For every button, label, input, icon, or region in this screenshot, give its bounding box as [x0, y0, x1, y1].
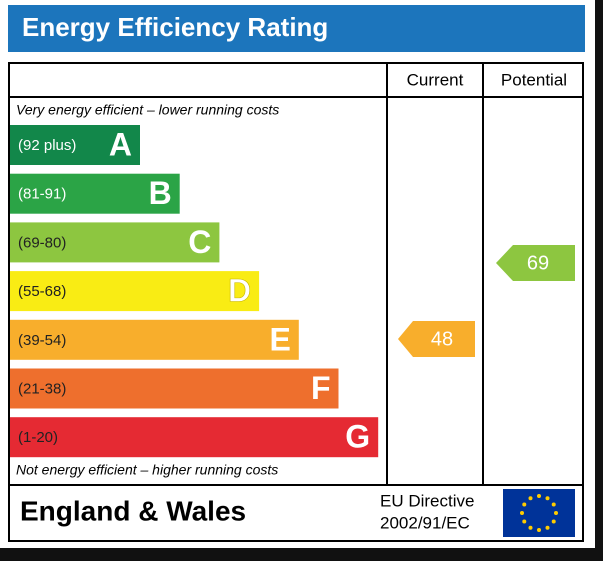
star — [528, 496, 533, 501]
star — [537, 528, 541, 532]
star — [537, 494, 541, 498]
band-range: (21-38) — [18, 380, 66, 397]
bottom-note: Not energy efficient – higher running co… — [16, 462, 278, 478]
band — [10, 368, 339, 409]
star — [545, 525, 550, 530]
band-letter: E — [269, 321, 290, 357]
star — [551, 519, 556, 524]
current-value: 48 — [431, 328, 453, 350]
band-letter: C — [188, 224, 211, 260]
title: Energy Efficiency Rating — [22, 12, 328, 42]
top-note: Very energy efficient – lower running co… — [16, 102, 279, 118]
star — [522, 519, 527, 524]
band-range: (39-54) — [18, 332, 66, 349]
potential-arrow — [496, 245, 575, 281]
band-letter: F — [311, 370, 331, 406]
band-letter: D — [228, 273, 251, 309]
frame-edge — [595, 0, 603, 561]
frame-edge — [0, 548, 603, 561]
band — [10, 271, 260, 312]
star — [522, 502, 527, 507]
table-frame — [8, 62, 584, 542]
band-range: (81-91) — [18, 186, 66, 203]
band — [10, 173, 180, 214]
column-header: Current — [407, 70, 464, 89]
band — [10, 222, 220, 263]
band-letter: A — [109, 126, 132, 162]
band-range: (92 plus) — [18, 137, 76, 154]
star — [554, 511, 558, 515]
directive: EU Directive — [380, 491, 474, 510]
title-bar — [8, 5, 585, 52]
star — [528, 525, 533, 530]
directive: 2002/91/EC — [380, 513, 470, 532]
star — [551, 502, 556, 507]
band — [10, 125, 140, 165]
region: England & Wales — [20, 495, 246, 526]
eu-stars — [520, 494, 558, 532]
band-letter: G — [345, 419, 370, 455]
star — [545, 496, 550, 501]
band-letter: B — [149, 175, 172, 211]
bands: (92 plus) A (81-91) B (69-80) C (55-68) D (39-54… — [10, 125, 379, 458]
column-header: Potential — [501, 70, 567, 89]
current-arrow — [398, 321, 475, 357]
band-range: (69-80) — [18, 234, 66, 251]
band — [10, 417, 379, 458]
band-range: (55-68) — [18, 283, 66, 300]
band-range: (1-20) — [18, 429, 58, 446]
potential-value: 69 — [527, 252, 549, 274]
band — [10, 319, 299, 360]
star — [520, 511, 524, 515]
